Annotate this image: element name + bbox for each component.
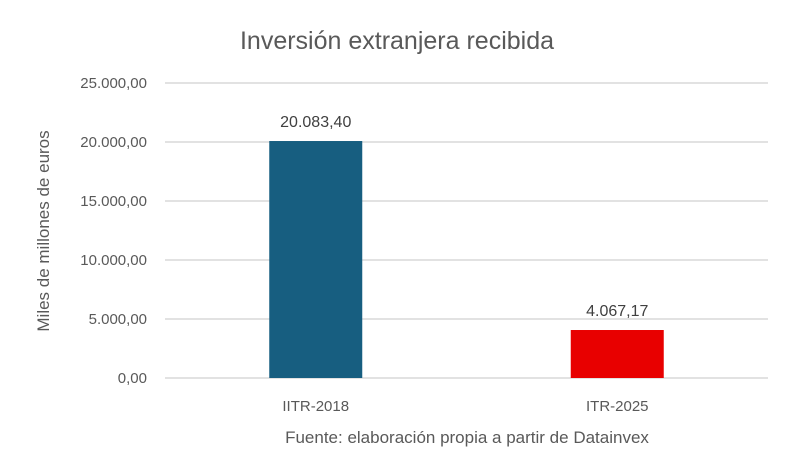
y-tick-label: 0,00 [118,370,147,387]
data-labels: 20.083,40 4.067,17 [280,114,648,320]
bars [269,141,664,378]
bar-iitr-2018 [269,141,363,378]
y-tick-label: 10.000,00 [80,252,147,269]
y-axis-label: Miles de millones de euros [34,130,53,331]
data-label: 4.067,17 [586,303,648,320]
data-label: 20.083,40 [280,114,351,131]
source-note: Fuente: elaboración propia a partir de D… [285,428,649,447]
x-tick-label: ITR-2025 [586,398,649,415]
y-tick-label: 5.000,00 [89,311,147,328]
x-axis-ticks: IITR-2018 ITR-2025 [282,398,648,415]
x-tick-label: IITR-2018 [282,398,349,415]
y-tick-label: 15.000,00 [80,193,147,210]
y-tick-label: 20.000,00 [80,134,147,151]
gridlines [165,82,768,379]
y-axis-ticks: 0,00 5.000,00 10.000,00 15.000,00 20.000,00 2… [80,75,147,387]
y-tick-label: 25.000,00 [80,75,147,92]
chart-title: Inversión extranjera recibida [240,27,554,55]
bar-itr-2025 [570,330,664,378]
